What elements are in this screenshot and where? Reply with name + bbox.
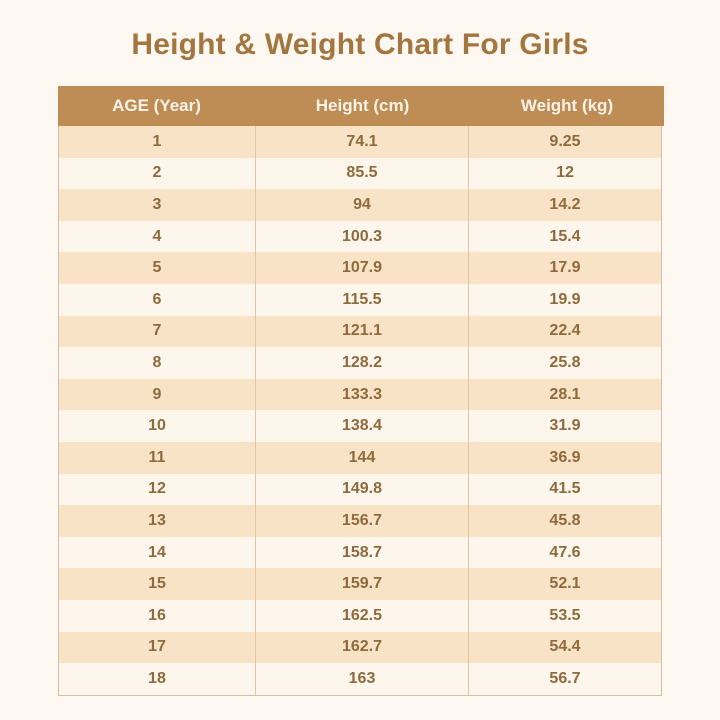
page-title: Height & Weight Chart For Girls: [131, 28, 589, 61]
height-weight-table: AGE (Year) Height (cm) Weight (kg) 1 74.1…: [58, 86, 664, 696]
cell-age: 11: [148, 448, 166, 466]
table-row: 10 138.4 31.9: [59, 410, 661, 442]
cell-age: 5: [152, 259, 162, 277]
cell-height: 85.5: [255, 157, 469, 190]
cell-age: 3: [152, 195, 162, 213]
cell-weight: 45.8: [549, 511, 581, 529]
table-row: 14 158.7 47.6: [59, 536, 661, 569]
cell-height: 162.7: [255, 631, 469, 664]
cell-height: 107.9: [255, 252, 469, 284]
cell-age: 13: [148, 511, 166, 529]
table-row: 17 162.7 54.4: [59, 631, 661, 664]
cell-weight: 12: [556, 164, 574, 182]
cell-weight: 41.5: [549, 480, 581, 498]
cell-age: 14: [148, 543, 166, 561]
cell-weight: 54.4: [549, 638, 581, 656]
table-body: 1 74.1 9.25 2 85.5 12 3 94 14.2 4 100.3 15.4 5 107.9 1…: [59, 126, 661, 695]
table-row: 9 133.3 28.1: [59, 378, 661, 411]
cell-height: 74.1: [255, 126, 469, 158]
cell-weight: 47.6: [549, 543, 581, 561]
cell-height: 138.4: [255, 410, 469, 442]
table-row: 4 100.3 15.4: [59, 220, 661, 253]
cell-weight: 31.9: [549, 417, 581, 435]
cell-age: 16: [148, 606, 166, 624]
cell-height: 163: [255, 663, 469, 695]
cell-age: 6: [152, 290, 162, 308]
cell-age: 15: [148, 575, 166, 593]
cell-age: 2: [152, 164, 162, 182]
table-row: 7 121.1 22.4: [59, 315, 661, 348]
cell-weight: 56.7: [549, 669, 581, 687]
cell-height: 149.8: [255, 473, 469, 506]
cell-age: 7: [152, 322, 162, 340]
table-row: 1 74.1 9.25: [59, 126, 661, 158]
table-row: 11 144 36.9: [59, 441, 661, 474]
column-header-weight: Weight (kg): [520, 96, 614, 115]
table-row: 6 115.5 19.9: [59, 283, 661, 316]
cell-weight: 15.4: [549, 227, 581, 245]
cell-age: 10: [148, 417, 166, 435]
table-row: 16 162.5 53.5: [59, 599, 661, 632]
cell-height: 144: [255, 441, 469, 474]
cell-weight: 14.2: [549, 195, 581, 213]
cell-age: 4: [152, 227, 162, 245]
cell-weight: 22.4: [549, 322, 581, 340]
cell-height: 156.7: [255, 505, 469, 537]
table-row: 2 85.5 12: [59, 157, 661, 190]
cell-weight: 52.1: [549, 575, 581, 593]
cell-height: 133.3: [255, 378, 469, 411]
cell-weight: 19.9: [549, 290, 581, 308]
table-row: 12 149.8 41.5: [59, 473, 661, 506]
cell-weight: 9.25: [549, 132, 581, 150]
cell-weight: 17.9: [549, 259, 581, 277]
cell-weight: 25.8: [549, 353, 581, 371]
cell-height: 162.5: [255, 599, 469, 632]
table-row: 3 94 14.2: [59, 189, 661, 221]
cell-height: 121.1: [255, 315, 469, 348]
table-row: 13 156.7 45.8: [59, 505, 661, 537]
cell-height: 159.7: [255, 568, 469, 600]
cell-weight: 36.9: [549, 448, 581, 466]
cell-age: 9: [152, 385, 162, 403]
table-row: 5 107.9 17.9: [59, 252, 661, 284]
cell-weight: 53.5: [549, 606, 581, 624]
cell-age: 17: [148, 638, 166, 656]
cell-age: 8: [152, 353, 162, 371]
cell-weight: 28.1: [549, 385, 581, 403]
cell-age: 1: [152, 132, 162, 150]
cell-height: 115.5: [255, 283, 469, 316]
cell-height: 94: [255, 189, 469, 221]
cell-age: 12: [148, 480, 166, 498]
cell-age: 18: [148, 669, 166, 687]
table-header-row: AGE (Year) Height (cm) Weight (kg): [58, 86, 664, 126]
table-row: 8 128.2 25.8: [59, 347, 661, 379]
column-header-age: AGE (Year): [112, 96, 201, 115]
cell-height: 128.2: [255, 347, 469, 379]
cell-height: 158.7: [255, 536, 469, 569]
table-row: 18 163 56.7: [59, 663, 661, 695]
column-header-height: Height (cm): [315, 96, 410, 115]
cell-height: 100.3: [255, 220, 469, 253]
table-row: 15 159.7 52.1: [59, 568, 661, 600]
